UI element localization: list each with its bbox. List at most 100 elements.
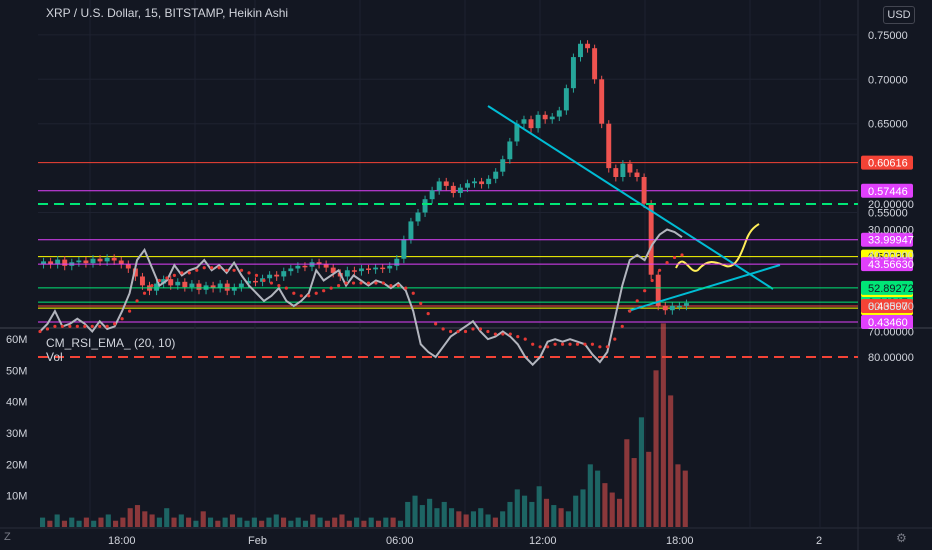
candle-body — [620, 163, 626, 177]
ema-dot — [262, 278, 266, 283]
volume-label: Vol — [46, 350, 63, 364]
candle-body — [563, 88, 569, 111]
ema-dot — [344, 281, 348, 285]
level-tag — [861, 155, 913, 170]
candle-body — [408, 221, 414, 240]
volume-bar — [91, 520, 97, 527]
volume-bar — [288, 520, 294, 527]
volume-bar — [522, 495, 528, 527]
volume-bar — [500, 511, 506, 527]
level-tag-label: 0.43460 — [868, 317, 908, 329]
volume-bar — [507, 501, 513, 527]
rsi-tick-label: 80.00000 — [868, 352, 914, 364]
level-tag-label: 0.60616 — [868, 158, 908, 170]
volume-bar — [156, 517, 162, 527]
volume-bar — [573, 495, 579, 527]
ema-dot — [366, 281, 371, 285]
volume-bar — [361, 520, 367, 527]
volume-tick-label: 30M — [6, 428, 27, 440]
ema-dot — [269, 281, 274, 285]
ema-dot — [426, 312, 430, 316]
volume-bar — [281, 517, 287, 527]
ema-dot — [247, 271, 251, 275]
volume-bar — [470, 511, 477, 527]
volume-bar — [456, 511, 462, 527]
ema-dot — [478, 327, 483, 331]
volume-bar — [47, 520, 53, 527]
candle-body — [344, 270, 350, 277]
price-tick-label: 0.55000 — [868, 208, 908, 220]
candle-body — [97, 258, 103, 262]
candle-body — [168, 279, 174, 286]
volume-bar — [397, 520, 403, 527]
level-tag-label: 0.43597 — [868, 301, 908, 313]
ema-dot — [396, 284, 400, 288]
candle-body — [111, 257, 117, 261]
volume-bar — [105, 514, 111, 527]
ema-dot — [448, 329, 453, 334]
ema-dot — [493, 332, 497, 336]
candle-body — [592, 48, 598, 80]
ema-dot — [680, 253, 684, 257]
candle-body — [55, 259, 61, 265]
volume-bar — [660, 323, 666, 527]
volume-bar — [529, 501, 535, 527]
volume-bar — [595, 470, 601, 527]
ema-dot — [180, 271, 184, 275]
candle-body — [627, 163, 633, 173]
candle-body — [415, 212, 421, 222]
time-tick-label: 18:00 — [108, 535, 136, 547]
candle-body — [436, 181, 442, 191]
rsi-tick-label: 20.00000 — [868, 199, 914, 211]
settings-gear-icon[interactable]: ⚙ — [896, 531, 907, 545]
ema-dot — [650, 278, 654, 283]
volume-bar — [492, 517, 498, 527]
candle-body — [599, 79, 605, 124]
candle-body — [507, 141, 513, 160]
ema-dot — [299, 294, 303, 298]
volume-bar — [514, 489, 520, 527]
candle-body — [196, 283, 202, 290]
candle-body — [161, 279, 167, 284]
volume-bar — [624, 439, 630, 527]
trend-line-down — [487, 105, 774, 290]
volume-bar — [339, 514, 345, 527]
volume-bar — [668, 395, 674, 527]
candle-body — [528, 119, 534, 129]
volume-bar — [302, 520, 309, 527]
ema-dot — [531, 342, 535, 346]
volume-bar — [346, 520, 352, 527]
candle-body — [634, 172, 640, 177]
candle-body — [549, 116, 555, 120]
ema-dot — [351, 281, 356, 285]
volume-bar — [383, 517, 389, 527]
candle-body — [373, 267, 379, 270]
ema-dot — [45, 327, 50, 331]
candle-body — [514, 123, 520, 142]
ema-dot — [90, 324, 94, 328]
candle-body — [556, 110, 562, 117]
currency-button[interactable]: USD — [883, 6, 915, 24]
ema-dot — [322, 289, 326, 293]
candle-body — [76, 260, 82, 263]
volume-bar — [565, 511, 571, 527]
rsi-level-tag-label: 33.99947 — [868, 235, 914, 247]
indicator-label: CM_RSI_EMA_ (20, 10) — [46, 336, 176, 350]
ema-dot — [404, 286, 408, 290]
volume-bar — [441, 501, 447, 527]
ema-dot — [546, 345, 550, 349]
rsi-level-tag — [861, 232, 913, 247]
ema-dot — [501, 332, 505, 336]
volume-bar — [237, 517, 243, 527]
candle-body — [210, 285, 216, 289]
candle-body — [422, 199, 428, 213]
ema-dot — [411, 291, 415, 295]
volume-tick-label: 20M — [6, 459, 27, 471]
ema-dot — [590, 342, 595, 346]
volume-bar — [375, 520, 382, 527]
candle-body — [41, 261, 47, 265]
candle-body — [479, 181, 485, 185]
timezone-button[interactable]: Z — [4, 531, 11, 543]
candle-body — [443, 181, 449, 186]
